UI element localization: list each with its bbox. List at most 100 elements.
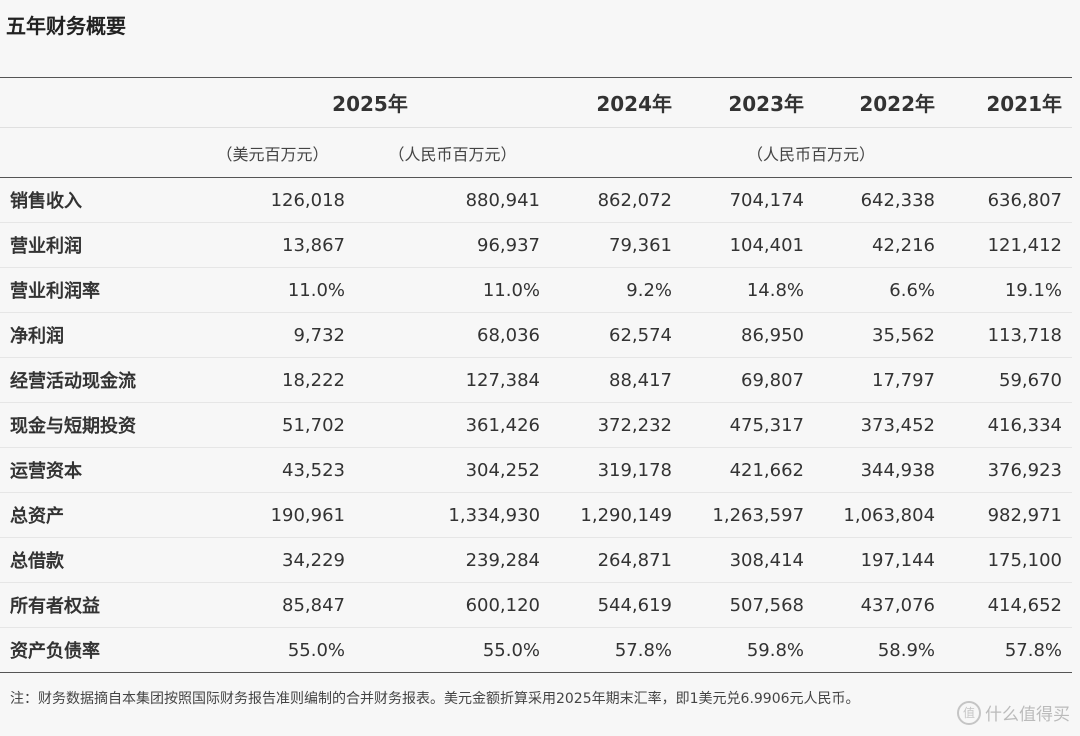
table-cell: 437,076	[814, 582, 946, 628]
table-cell: 344,938	[814, 447, 946, 493]
table-cell: 68,036	[355, 312, 551, 358]
table-cell: 1,334,930	[355, 492, 551, 538]
table-cell: 475,317	[682, 402, 815, 448]
table-cell: 264,871	[550, 537, 683, 583]
table-cell: 9.2%	[550, 267, 683, 313]
table-cell: 86,950	[682, 312, 815, 358]
header-blank	[0, 77, 190, 128]
table-cell: 1,063,804	[814, 492, 946, 538]
year-header-row: 2025年 2024年 2023年 2022年 2021年	[0, 77, 1073, 128]
table-cell: 59.8%	[682, 627, 815, 673]
table-cell: 42,216	[814, 222, 946, 268]
table-cell: 18,222	[190, 357, 355, 403]
table-cell: 376,923	[945, 447, 1073, 493]
row-label: 总资产	[0, 492, 190, 538]
table-row: 资产负债率 55.0% 55.0% 57.8% 59.8% 58.9% 57.8%	[0, 627, 1073, 673]
financial-summary-table: 2025年 2024年 2023年 2022年 2021年 （美元百万元） （人…	[0, 77, 1073, 673]
table-cell: 58.9%	[814, 627, 946, 673]
table-cell: 373,452	[814, 402, 946, 448]
watermark-text: 什么值得买	[985, 705, 1070, 725]
table-cell: 642,338	[814, 177, 946, 223]
table-row: 总资产 190,961 1,334,930 1,290,149 1,263,597 1,0…	[0, 492, 1073, 538]
table-cell: 62,574	[550, 312, 683, 358]
table-cell: 126,018	[190, 177, 355, 223]
table-cell: 88,417	[550, 357, 683, 403]
table-row: 所有者权益 85,847 600,120 544,619 507,568 437,076 4…	[0, 582, 1073, 628]
unit-rmb-2025: （人民币百万元）	[355, 127, 551, 178]
year-header-2021: 2021年	[945, 77, 1073, 128]
table-cell: 880,941	[355, 177, 551, 223]
table-cell: 59,670	[945, 357, 1073, 403]
table-cell: 1,290,149	[550, 492, 683, 538]
table-cell: 51,702	[190, 402, 355, 448]
table-cell: 55.0%	[355, 627, 551, 673]
unit-blank	[0, 127, 190, 178]
table-row: 总借款 34,229 239,284 264,871 308,414 197,144 175…	[0, 537, 1073, 583]
table-cell: 190,961	[190, 492, 355, 538]
table-row: 营业利润率 11.0% 11.0% 9.2% 14.8% 6.6% 19.1%	[0, 267, 1073, 313]
table-cell: 113,718	[945, 312, 1073, 358]
table-cell: 304,252	[355, 447, 551, 493]
table-cell: 544,619	[550, 582, 683, 628]
table-cell: 121,412	[945, 222, 1073, 268]
table-cell: 239,284	[355, 537, 551, 583]
smzdm-logo-icon: 值	[957, 700, 981, 725]
table-cell: 13,867	[190, 222, 355, 268]
table-cell: 6.6%	[814, 267, 946, 313]
row-label: 销售收入	[0, 177, 190, 223]
table-cell: 600,120	[355, 582, 551, 628]
table-row: 营业利润 13,867 96,937 79,361 104,401 42,216 121,4…	[0, 222, 1073, 268]
unit-rmb-other: （人民币百万元）	[550, 127, 1073, 178]
table-cell: 308,414	[682, 537, 815, 583]
table-cell: 11.0%	[190, 267, 355, 313]
table-cell: 104,401	[682, 222, 815, 268]
table-cell: 69,807	[682, 357, 815, 403]
row-label: 运营资本	[0, 447, 190, 493]
table-cell: 57.8%	[945, 627, 1073, 673]
table-cell: 862,072	[550, 177, 683, 223]
table-cell: 421,662	[682, 447, 815, 493]
unit-header-row: （美元百万元） （人民币百万元） （人民币百万元）	[0, 127, 1073, 178]
table-cell: 85,847	[190, 582, 355, 628]
table-cell: 416,334	[945, 402, 1073, 448]
table-cell: 175,100	[945, 537, 1073, 583]
table-cell: 197,144	[814, 537, 946, 583]
row-label: 现金与短期投资	[0, 402, 190, 448]
table-cell: 361,426	[355, 402, 551, 448]
table-cell: 34,229	[190, 537, 355, 583]
year-header-2025: 2025年	[190, 77, 551, 128]
unit-usd: （美元百万元）	[190, 127, 355, 178]
row-label: 经营活动现金流	[0, 357, 190, 403]
table-cell: 704,174	[682, 177, 815, 223]
page-title: 五年财务概要	[6, 14, 126, 38]
footnote: 注：财务数据摘自本集团按照国际财务报告准则编制的合并财务报表。美元金额折算采用2…	[10, 691, 860, 707]
row-label: 营业利润	[0, 222, 190, 268]
table-row: 运营资本 43,523 304,252 319,178 421,662 344,938 37…	[0, 447, 1073, 493]
table-cell: 982,971	[945, 492, 1073, 538]
table-cell: 96,937	[355, 222, 551, 268]
table-cell: 127,384	[355, 357, 551, 403]
table-cell: 319,178	[550, 447, 683, 493]
row-label: 所有者权益	[0, 582, 190, 628]
row-label: 净利润	[0, 312, 190, 358]
table-cell: 414,652	[945, 582, 1073, 628]
table-row: 经营活动现金流 18,222 127,384 88,417 69,807 17,797 59…	[0, 357, 1073, 403]
table-cell: 35,562	[814, 312, 946, 358]
year-header-2022: 2022年	[814, 77, 946, 128]
table-cell: 636,807	[945, 177, 1073, 223]
table-row: 销售收入 126,018 880,941 862,072 704,174 642,338 6…	[0, 177, 1073, 223]
table-cell: 79,361	[550, 222, 683, 268]
table-row: 净利润 9,732 68,036 62,574 86,950 35,562 113,718	[0, 312, 1073, 358]
table-cell: 11.0%	[355, 267, 551, 313]
row-label: 资产负债率	[0, 627, 190, 673]
table-cell: 17,797	[814, 357, 946, 403]
watermark: 值 什么值得买	[957, 700, 1070, 725]
table-cell: 43,523	[190, 447, 355, 493]
table-cell: 55.0%	[190, 627, 355, 673]
row-label: 营业利润率	[0, 267, 190, 313]
table-cell: 372,232	[550, 402, 683, 448]
table-cell: 507,568	[682, 582, 815, 628]
table-cell: 9,732	[190, 312, 355, 358]
year-header-2024: 2024年	[550, 77, 683, 128]
table-cell: 19.1%	[945, 267, 1073, 313]
